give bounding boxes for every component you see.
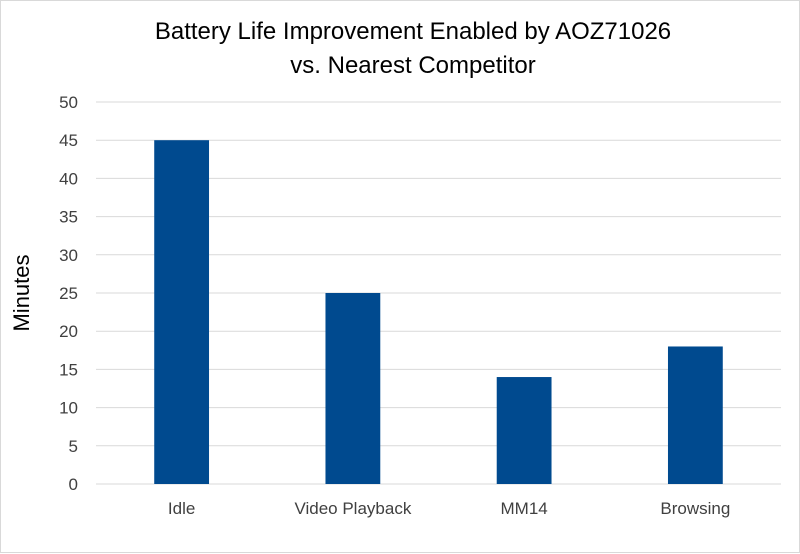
category-label: Video Playback xyxy=(294,499,411,518)
category-label: Idle xyxy=(168,499,195,518)
y-tick-label: 20 xyxy=(59,322,78,341)
bars xyxy=(154,140,723,484)
y-tick-label: 40 xyxy=(59,169,78,188)
y-tick-label: 50 xyxy=(59,93,78,112)
bar-video-playback xyxy=(325,293,381,484)
y-tick-label: 15 xyxy=(59,360,78,379)
bar-idle xyxy=(154,140,210,484)
category-label: Browsing xyxy=(660,499,730,518)
y-tick-label: 25 xyxy=(59,284,78,303)
chart-title-line2: vs. Nearest Competitor xyxy=(290,52,535,79)
category-label: MM14 xyxy=(501,499,548,518)
y-tick-label: 0 xyxy=(69,475,78,494)
y-tick-label: 35 xyxy=(59,208,78,227)
bar-browsing xyxy=(667,346,723,484)
y-tick-labels: 0 5 10 15 20 25 30 35 40 45 50 xyxy=(59,93,78,494)
category-labels: Idle Video Playback MM14 Browsing xyxy=(168,499,730,518)
y-tick-label: 45 xyxy=(59,131,78,150)
y-tick-label: 10 xyxy=(59,399,78,418)
chart-title-line1: Battery Life Improvement Enabled by AOZ7… xyxy=(155,18,671,45)
y-tick-label: 30 xyxy=(59,246,78,265)
y-axis-label: Minutes xyxy=(9,254,34,331)
bar-mm14 xyxy=(496,377,552,484)
y-tick-label: 5 xyxy=(69,437,78,456)
gridlines xyxy=(96,101,781,485)
